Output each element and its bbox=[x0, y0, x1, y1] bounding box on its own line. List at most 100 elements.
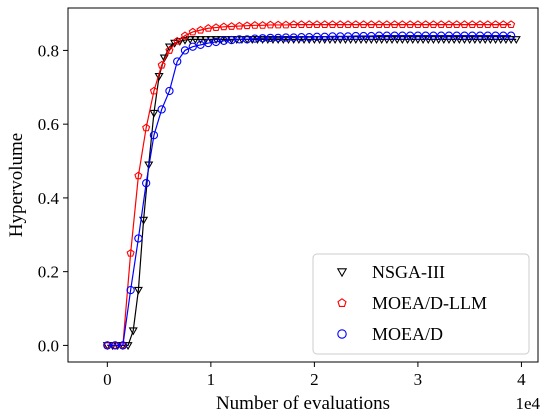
legend-marker bbox=[337, 298, 347, 307]
data-point bbox=[413, 31, 423, 40]
series-layer bbox=[102, 20, 521, 351]
legend-box bbox=[312, 253, 530, 355]
legend-label: NSGA-III bbox=[372, 262, 445, 282]
data-point bbox=[133, 286, 143, 295]
data-point bbox=[398, 31, 407, 40]
data-point bbox=[211, 36, 221, 45]
data-point bbox=[511, 36, 521, 45]
data-point bbox=[390, 31, 399, 40]
data-point bbox=[142, 179, 151, 188]
data-point bbox=[483, 20, 492, 29]
data-point bbox=[506, 31, 516, 40]
data-point bbox=[289, 20, 298, 29]
data-point bbox=[421, 31, 430, 40]
data-point bbox=[211, 23, 221, 32]
data-point bbox=[501, 36, 511, 45]
data-point bbox=[382, 36, 392, 45]
data-point bbox=[421, 20, 430, 29]
data-point bbox=[281, 33, 291, 42]
data-point bbox=[374, 31, 384, 40]
data-point bbox=[434, 36, 444, 45]
data-point bbox=[499, 20, 508, 29]
x-axis: 0 1 2 3 4 bbox=[103, 362, 526, 389]
plot-frame bbox=[67, 7, 539, 363]
data-point bbox=[165, 86, 174, 96]
data-point bbox=[413, 20, 422, 29]
data-point bbox=[475, 31, 485, 40]
data-point bbox=[297, 20, 306, 29]
data-point bbox=[336, 32, 345, 41]
data-point bbox=[243, 21, 252, 30]
data-point bbox=[328, 20, 337, 29]
data-point bbox=[274, 20, 283, 29]
data-point bbox=[452, 20, 461, 29]
data-point bbox=[227, 35, 236, 45]
data-point bbox=[274, 33, 283, 43]
data-point bbox=[103, 341, 112, 350]
data-point bbox=[491, 31, 500, 40]
y-axis: 0.0 0.2 0.4 0.6 0.8 bbox=[38, 41, 68, 355]
data-point bbox=[266, 33, 275, 43]
data-point bbox=[204, 24, 213, 32]
data-point bbox=[336, 20, 345, 29]
data-point bbox=[506, 36, 516, 45]
data-point bbox=[475, 36, 485, 45]
data-point bbox=[387, 36, 397, 45]
x-tick-label: 2 bbox=[310, 370, 319, 389]
data-point bbox=[110, 341, 120, 350]
data-point bbox=[351, 36, 361, 45]
data-point bbox=[118, 341, 128, 350]
data-point bbox=[258, 36, 268, 45]
data-point bbox=[359, 31, 368, 41]
data-point bbox=[250, 21, 259, 29]
data-point bbox=[219, 36, 228, 45]
y-tick-label: 0.4 bbox=[38, 189, 60, 208]
data-point bbox=[406, 20, 415, 29]
data-point bbox=[359, 20, 368, 29]
data-point bbox=[128, 327, 138, 336]
data-point bbox=[196, 40, 205, 50]
y-tick-label: 0.0 bbox=[38, 336, 59, 355]
data-point bbox=[375, 20, 384, 29]
data-point bbox=[305, 20, 314, 29]
data-point bbox=[507, 20, 516, 29]
data-point bbox=[312, 32, 322, 41]
data-point bbox=[196, 25, 205, 34]
data-point bbox=[242, 35, 252, 44]
data-point bbox=[444, 31, 454, 40]
y-tick-label: 0.6 bbox=[38, 115, 59, 134]
data-point bbox=[470, 36, 480, 45]
data-point bbox=[211, 37, 221, 47]
data-point bbox=[297, 32, 306, 42]
data-point bbox=[496, 36, 506, 45]
data-point bbox=[423, 36, 433, 45]
data-point bbox=[468, 31, 477, 40]
data-point bbox=[390, 20, 399, 29]
data-point bbox=[397, 36, 407, 45]
legend-item: MOEA/D bbox=[337, 324, 443, 344]
data-point bbox=[305, 32, 314, 42]
data-point bbox=[460, 20, 469, 29]
series-moea-d-llm bbox=[103, 20, 516, 349]
data-point bbox=[382, 20, 391, 29]
data-point bbox=[439, 36, 449, 45]
series-moea-d bbox=[103, 31, 516, 350]
x-axis-label: Number of evaluations bbox=[216, 393, 390, 414]
y-tick-label: 0.8 bbox=[38, 41, 59, 60]
data-point bbox=[175, 37, 185, 46]
data-point bbox=[366, 36, 376, 45]
data-point bbox=[480, 36, 490, 45]
data-point bbox=[149, 131, 159, 140]
data-point bbox=[157, 60, 166, 69]
data-point bbox=[258, 21, 267, 29]
data-point bbox=[195, 36, 206, 45]
data-point bbox=[258, 34, 267, 43]
data-point bbox=[281, 20, 290, 29]
data-point bbox=[429, 31, 438, 40]
data-point bbox=[475, 20, 485, 29]
data-point bbox=[250, 34, 260, 43]
data-point bbox=[398, 20, 407, 29]
data-point bbox=[134, 234, 143, 243]
